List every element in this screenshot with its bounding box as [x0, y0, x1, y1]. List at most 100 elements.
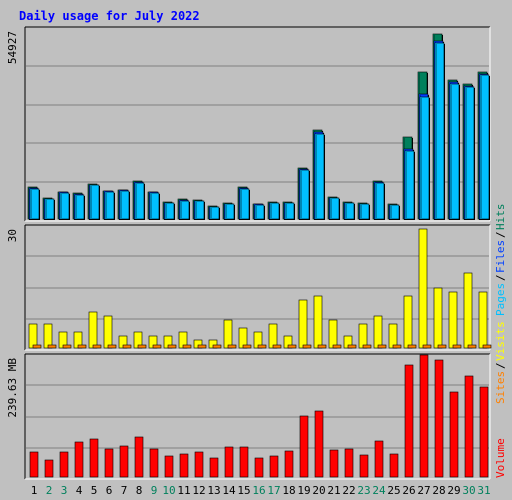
bar-sites [167, 344, 177, 349]
bar-sites [452, 344, 462, 349]
bar-pages [269, 202, 280, 220]
bar-sites [467, 344, 477, 349]
bar-sites [437, 344, 447, 349]
bar-sites [482, 344, 492, 349]
bar-pages [329, 197, 340, 220]
bar-pages [239, 188, 250, 220]
bar-pages [404, 150, 415, 220]
bar-edge [315, 134, 317, 219]
x-tick-label: 30 [462, 484, 475, 497]
bar-edge [75, 195, 77, 219]
legend-top: Pages/Files/Hits [494, 204, 507, 317]
bar-edge [45, 199, 47, 219]
bar-volume [209, 457, 219, 478]
x-tick-label: 20 [312, 484, 325, 497]
x-tick-label: 26 [402, 484, 415, 497]
x-tick-label: 1 [31, 484, 38, 497]
panel-visits-sites: 30 [6, 224, 492, 351]
bar-edge [225, 204, 227, 219]
bar-volume [164, 455, 174, 478]
x-tick-label: 16 [252, 484, 265, 497]
legend-sites: Sites [494, 371, 507, 404]
bar-edge [300, 170, 302, 219]
bar-edge [360, 204, 362, 219]
bar-sites [422, 344, 432, 349]
bar-sites [317, 344, 327, 349]
bar-edge [135, 183, 137, 219]
x-tick-label: 12 [192, 484, 205, 497]
bar-pages [119, 190, 130, 220]
panel-volume: 239.63 MB [6, 353, 491, 480]
bar-edge [480, 75, 482, 219]
x-tick-label: 5 [91, 484, 98, 497]
legend-separator: / [494, 231, 507, 238]
bar-visits [403, 295, 413, 349]
bar-volume [134, 436, 144, 478]
bar-pages [59, 192, 70, 220]
bar-volume [359, 454, 369, 478]
bar-visits [28, 323, 38, 349]
x-tick-label: 23 [357, 484, 370, 497]
x-tick-label: 4 [76, 484, 83, 497]
bar-volume [434, 359, 444, 478]
bar-sites [302, 344, 312, 349]
bar-volume [464, 375, 474, 478]
bar-sites [227, 344, 237, 349]
bar-volume [29, 451, 39, 478]
bar-volume [74, 441, 84, 478]
bar-visits [328, 319, 338, 349]
bar-volume [149, 448, 159, 478]
bar-sites [347, 344, 357, 349]
legend-middle: Sites /Visits [494, 321, 507, 404]
x-tick-label: 25 [387, 484, 400, 497]
bar-volume [44, 459, 54, 478]
bar-edge [165, 203, 167, 219]
bar-edge [375, 183, 377, 219]
bar-volume [224, 446, 234, 478]
bar-sites [212, 344, 222, 349]
bar-pages [149, 192, 160, 220]
bar-edge [60, 193, 62, 219]
bar-visits [223, 319, 233, 349]
bar-sites [407, 344, 417, 349]
bar-sites [287, 344, 297, 349]
x-tick-label: 15 [237, 484, 250, 497]
bar-sites [62, 344, 72, 349]
bar-pages [209, 206, 220, 220]
bar-edge [240, 189, 242, 219]
bar-visits [388, 323, 398, 349]
bar-pages [29, 188, 40, 220]
bar-visits [418, 228, 428, 349]
bar-pages [374, 182, 385, 220]
bar-pages [299, 169, 310, 220]
bar-sites [197, 344, 207, 349]
bar-edge [270, 203, 272, 219]
x-tick-label: 6 [106, 484, 113, 497]
bar-volume [299, 415, 309, 478]
bar-volume [179, 453, 189, 478]
bar-volume [89, 438, 99, 478]
bar-sites [32, 344, 42, 349]
bar-sites [122, 344, 132, 349]
x-tick-label: 9 [151, 484, 158, 497]
x-tick-label: 8 [136, 484, 143, 497]
bar-sites [332, 344, 342, 349]
bar-pages [449, 83, 460, 220]
bar-edge [330, 198, 332, 219]
y-max-label: 239.63 MB [6, 358, 19, 418]
bar-visits [358, 323, 368, 349]
legend-separator: / [494, 274, 507, 281]
bar-visits [313, 295, 323, 349]
bar-volume [404, 364, 414, 478]
bar-visits [298, 299, 308, 349]
bar-edge [150, 193, 152, 219]
bar-pages [479, 74, 490, 220]
bar-sites [92, 344, 102, 349]
bar-volume [269, 455, 279, 478]
x-tick-label: 27 [417, 484, 430, 497]
bar-visits [463, 272, 473, 349]
x-tick-label: 7 [121, 484, 128, 497]
bar-edge [120, 191, 122, 219]
bar-edge [420, 97, 422, 219]
y-max-label: 30 [6, 229, 19, 242]
